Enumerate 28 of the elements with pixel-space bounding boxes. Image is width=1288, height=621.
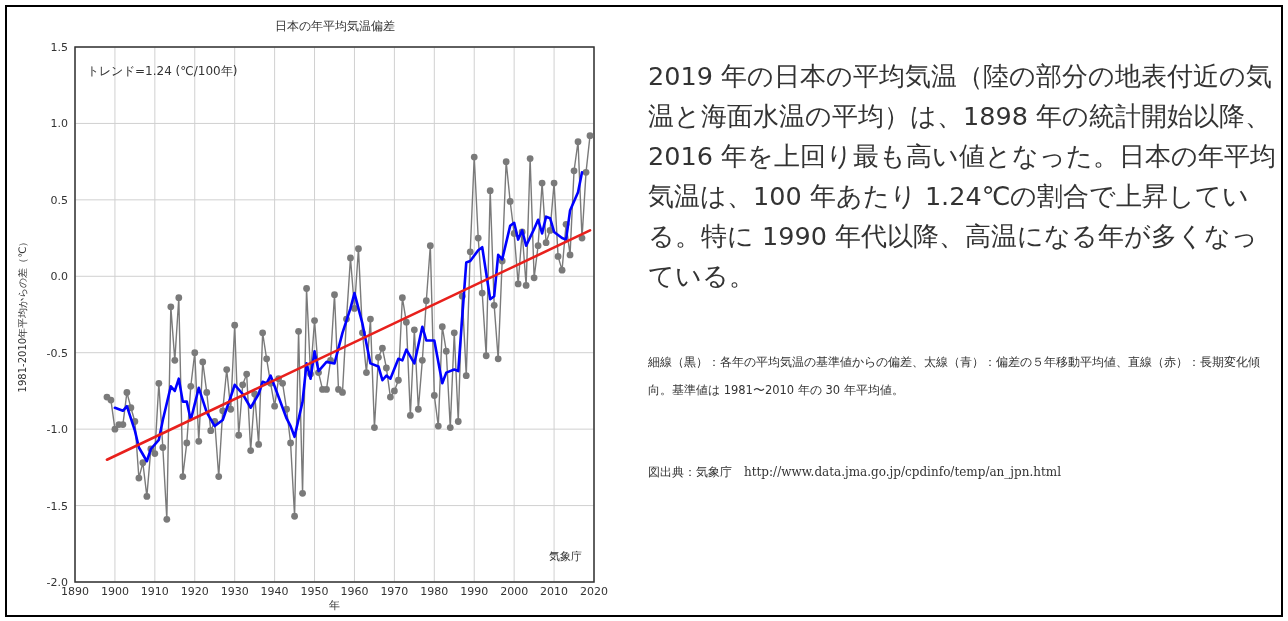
x-tick-label: 1930: [220, 585, 249, 598]
x-tick-label: 1940: [260, 585, 289, 598]
text: 細線（黒）：各年の平均気温の基準値からの偏差、太線（青）：偏差の５年移動平均値、直線（赤）：長期変化傾向。基準値は 1981〜2010 年の 30 年平均値。: [648, 355, 1260, 397]
x-tick-label: 1960: [340, 585, 369, 598]
y-tick-label: 0.5: [50, 193, 68, 207]
y-tick-label: 1.0: [50, 117, 68, 131]
x-tick-label: 1990: [460, 585, 489, 598]
x-tick-label: 2020: [580, 585, 608, 598]
x-tick-label: 1970: [380, 585, 409, 598]
annotation: 気象庁: [549, 550, 582, 563]
y-tick-label: -1.0: [46, 423, 68, 437]
x-tick-label: 2010: [540, 585, 569, 598]
y-tick-label: -0.5: [46, 346, 68, 360]
y-tick-label: 0.0: [50, 270, 68, 284]
x-tick-label: 2000: [500, 585, 529, 598]
text: 2019 年の日本の平均気温（陸の部分の地表付近の気温と海面水温の平均）は、1898 年の統計開始以降、2016 年を上回り最も高い値となった。日本の年平均気温は、100 年あたり 1.24℃の割合で上昇している。特に 1990 年代以降、高温になる年が多くなっている。: [648, 60, 1277, 293]
y-tick-label: -1.5: [46, 499, 68, 513]
text: 図出典：気象庁 http://www.data.jma.go.jp/cpdinfo/temp/an_jpn.html: [648, 464, 1063, 481]
y-axis-title: 1981-2010年平均からの差（℃）: [17, 236, 28, 393]
y-tick-label: 1.5: [50, 41, 68, 54]
x-tick-label: 1920: [180, 585, 209, 598]
x-tick-label: 1950: [300, 585, 329, 598]
x-tick-label: 1900: [100, 585, 129, 598]
x-axis-title: 年: [329, 598, 340, 612]
annotation: トレンド=1.24 (℃/100年): [87, 64, 238, 78]
chart-title: 日本の年平均気温偏差: [274, 19, 395, 33]
x-tick-label: 1910: [140, 585, 169, 598]
x-tick-label: 1980: [420, 585, 449, 598]
